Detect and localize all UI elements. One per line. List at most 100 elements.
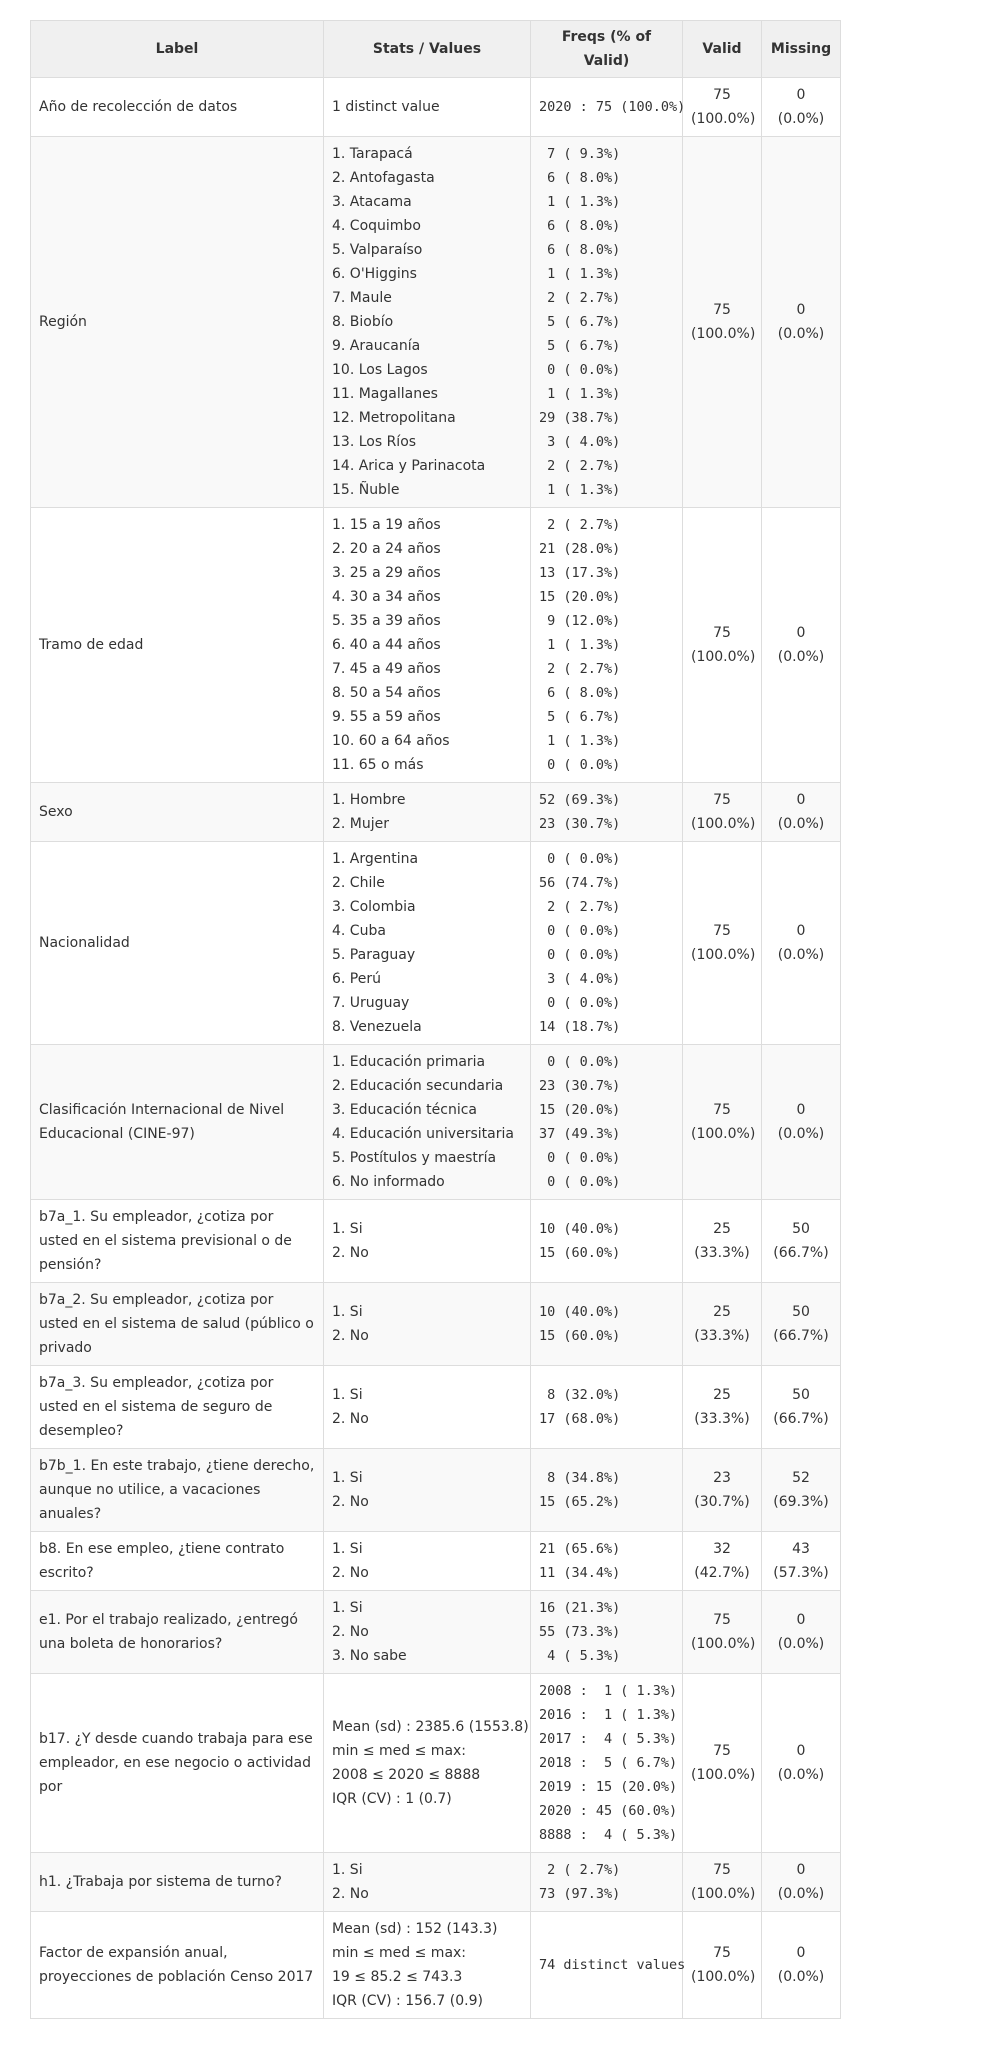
stat-line: 9. 55 a 59 años bbox=[332, 709, 441, 725]
cell-stats: 1. Si 2. No bbox=[323, 1448, 531, 1532]
valid-line: 25 bbox=[713, 1221, 731, 1237]
valid-line: (100.0%) bbox=[691, 326, 756, 342]
freq-line: 3 ( 4.0%) bbox=[539, 971, 621, 987]
stat-line: 1. Si bbox=[332, 1304, 363, 1320]
missing-line: 52 bbox=[792, 1470, 810, 1486]
freq-line: 2 ( 2.7%) bbox=[539, 899, 621, 915]
stat-line: 1. Hombre bbox=[332, 792, 406, 808]
missing-line: (0.0%) bbox=[777, 1126, 825, 1142]
cell-missing: 50 (66.7%) bbox=[761, 1282, 841, 1366]
table-row: Año de recolección de datos 1 distinct va… bbox=[30, 77, 841, 137]
cell-label: b7a_3. Su empleador, ¿cotiza por usted e… bbox=[30, 1365, 324, 1449]
table-row: b8. En ese empleo, ¿tiene contrato escri… bbox=[30, 1531, 841, 1591]
valid-line: 23 bbox=[713, 1470, 731, 1486]
valid-line: 75 bbox=[713, 1945, 731, 1961]
stat-line: 8. 50 a 54 años bbox=[332, 685, 441, 701]
stat-line: 5. Postítulos y maestría bbox=[332, 1150, 497, 1166]
stat-line: 4. 30 a 34 años bbox=[332, 589, 441, 605]
missing-line: (0.0%) bbox=[777, 111, 825, 127]
cell-label: Sexo bbox=[30, 782, 324, 842]
cell-stats: 1. Si 2. No bbox=[323, 1852, 531, 1912]
freq-line: 37 (49.3%) bbox=[539, 1126, 621, 1142]
missing-line: (0.0%) bbox=[777, 326, 825, 342]
table-row: b17. ¿Y desde cuando trabaja para ese em… bbox=[30, 1673, 841, 1853]
header-valid: Valid bbox=[682, 20, 762, 78]
stat-line: 2. Antofagasta bbox=[332, 170, 435, 186]
stat-line: 5. Paraguay bbox=[332, 947, 416, 963]
header-label: Label bbox=[30, 20, 324, 78]
cell-stats: Mean (sd) : 152 (143.3) min ≤ med ≤ max: 1… bbox=[323, 1911, 531, 2019]
missing-line: 0 bbox=[796, 1945, 806, 1961]
missing-line: 0 bbox=[796, 302, 806, 318]
freq-line: 21 (28.0%) bbox=[539, 541, 621, 557]
valid-line: (33.3%) bbox=[694, 1411, 750, 1427]
cell-missing: 0 (0.0%) bbox=[761, 77, 841, 137]
valid-line: 25 bbox=[713, 1387, 731, 1403]
cell-label: e1. Por el trabajo realizado, ¿entregó u… bbox=[30, 1590, 324, 1674]
cell-label: h1. ¿Trabaja por sistema de turno? bbox=[30, 1852, 324, 1912]
stat-line: 7. Uruguay bbox=[332, 995, 410, 1011]
valid-line: (100.0%) bbox=[691, 1126, 756, 1142]
stat-line: min ≤ med ≤ max: bbox=[332, 1945, 467, 1961]
valid-line: (100.0%) bbox=[691, 1969, 756, 1985]
stat-line: 8. Venezuela bbox=[332, 1019, 422, 1035]
freq-line: 2 ( 2.7%) bbox=[539, 1862, 621, 1878]
freq-line: 0 ( 0.0%) bbox=[539, 923, 621, 939]
cell-freqs: 52 (69.3%) 23 (30.7%) bbox=[530, 782, 683, 842]
freq-line: 0 ( 0.0%) bbox=[539, 757, 621, 773]
stat-line: 13. Los Ríos bbox=[332, 434, 417, 450]
stat-line: IQR (CV) : 156.7 (0.9) bbox=[332, 1993, 483, 2009]
cell-label: b8. En ese empleo, ¿tiene contrato escri… bbox=[30, 1531, 324, 1591]
stat-line: 1. 15 a 19 años bbox=[332, 517, 441, 533]
missing-line: (0.0%) bbox=[777, 1969, 825, 1985]
valid-line: 75 bbox=[713, 792, 731, 808]
freq-line: 1 ( 1.3%) bbox=[539, 386, 621, 402]
cell-stats: 1. Argentina 2. Chile 3. Colombia 4. Cuba 5.… bbox=[323, 841, 531, 1045]
cell-freqs: 2020 : 75 (100.0%) bbox=[530, 77, 685, 137]
missing-line: (0.0%) bbox=[777, 649, 825, 665]
stat-line: 2008 ≤ 2020 ≤ 8888 bbox=[332, 1767, 481, 1783]
valid-line: 75 bbox=[713, 1102, 731, 1118]
cell-valid: 75 (100.0%) bbox=[682, 841, 762, 1045]
header-missing: Missing bbox=[761, 20, 841, 78]
missing-line: (66.7%) bbox=[773, 1328, 829, 1344]
cell-freqs: 16 (21.3%) 55 (73.3%) 4 ( 5.3%) bbox=[530, 1590, 683, 1674]
valid-line: 25 bbox=[713, 1304, 731, 1320]
stat-line: 1. Si bbox=[332, 1387, 363, 1403]
cell-freqs: 10 (40.0%) 15 (60.0%) bbox=[530, 1199, 683, 1283]
table-row: b7b_1. En este trabajo, ¿tiene derecho, … bbox=[30, 1448, 841, 1532]
stat-line: 5. Valparaíso bbox=[332, 242, 423, 258]
table-row: b7a_1. Su empleador, ¿cotiza por usted e… bbox=[30, 1199, 841, 1283]
table-row: Nacionalidad 1. Argentina 2. Chile 3. Colom… bbox=[30, 841, 841, 1045]
valid-line: (100.0%) bbox=[691, 947, 756, 963]
stat-line: min ≤ med ≤ max: bbox=[332, 1743, 467, 1759]
missing-line: 50 bbox=[792, 1387, 810, 1403]
cell-freqs: 2 ( 2.7%) 21 (28.0%) 13 (17.3%) 15 (20.0%) … bbox=[530, 507, 683, 783]
stat-line: 2. No bbox=[332, 1328, 369, 1344]
cell-freqs: 8 (34.8%) 15 (65.2%) bbox=[530, 1448, 683, 1532]
valid-line: (30.7%) bbox=[694, 1494, 750, 1510]
stat-line: 6. No informado bbox=[332, 1174, 445, 1190]
cell-label: Factor de expansión anual, proyecciones … bbox=[30, 1911, 324, 2019]
table-row: b7a_2. Su empleador, ¿cotiza por usted e… bbox=[30, 1282, 841, 1366]
missing-line: (66.7%) bbox=[773, 1411, 829, 1427]
missing-line: (0.0%) bbox=[777, 947, 825, 963]
stat-line: 1. Si bbox=[332, 1541, 363, 1557]
valid-line: 32 bbox=[713, 1541, 731, 1557]
stat-line: 2. No bbox=[332, 1565, 369, 1581]
missing-line: 0 bbox=[796, 792, 806, 808]
freq-line: 1 ( 1.3%) bbox=[539, 266, 621, 282]
cell-valid: 75 (100.0%) bbox=[682, 1590, 762, 1674]
freq-line: 14 (18.7%) bbox=[539, 1019, 621, 1035]
freq-line: 0 ( 0.0%) bbox=[539, 1150, 621, 1166]
table-body: Año de recolección de datos 1 distinct va… bbox=[30, 77, 841, 2019]
stat-line: 6. Perú bbox=[332, 971, 381, 987]
cell-freqs: 8 (32.0%) 17 (68.0%) bbox=[530, 1365, 683, 1449]
cell-valid: 75 (100.0%) bbox=[682, 1911, 762, 2019]
valid-line: 75 bbox=[713, 1743, 731, 1759]
freq-line: 16 (21.3%) bbox=[539, 1600, 621, 1616]
cell-label: Clasificación Internacional de Nivel Edu… bbox=[30, 1044, 324, 1200]
stat-line: 4. Cuba bbox=[332, 923, 386, 939]
cell-valid: 25 (33.3%) bbox=[682, 1365, 762, 1449]
cell-label: Tramo de edad bbox=[30, 507, 324, 783]
